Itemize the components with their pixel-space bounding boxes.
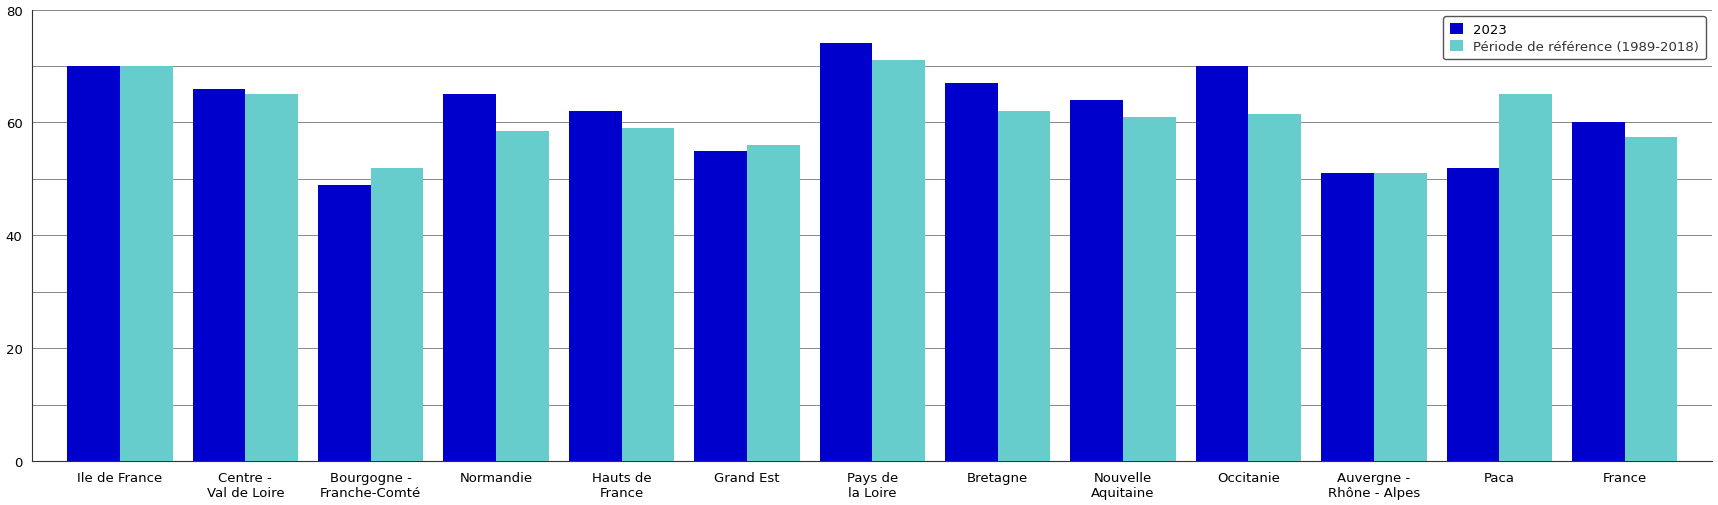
Bar <box>998 112 1050 461</box>
Bar <box>622 129 673 461</box>
Bar <box>1374 174 1426 461</box>
Bar <box>1321 174 1374 461</box>
Bar <box>1124 118 1175 461</box>
Bar <box>371 168 423 461</box>
Bar <box>1500 95 1551 461</box>
Bar <box>873 61 924 461</box>
Legend: 2023, Période de référence (1989-2018): 2023, Période de référence (1989-2018) <box>1443 17 1706 60</box>
Bar <box>1572 123 1625 461</box>
Bar <box>120 67 172 461</box>
Bar <box>192 89 246 461</box>
Bar <box>443 95 497 461</box>
Bar <box>1625 137 1677 461</box>
Bar <box>1249 115 1301 461</box>
Bar <box>67 67 120 461</box>
Bar <box>497 132 548 461</box>
Bar <box>246 95 297 461</box>
Bar <box>1447 168 1500 461</box>
Bar <box>318 185 371 461</box>
Bar <box>747 146 799 461</box>
Bar <box>694 152 747 461</box>
Bar <box>945 84 998 461</box>
Bar <box>569 112 622 461</box>
Bar <box>819 44 873 461</box>
Bar <box>1070 100 1124 461</box>
Bar <box>1196 67 1249 461</box>
